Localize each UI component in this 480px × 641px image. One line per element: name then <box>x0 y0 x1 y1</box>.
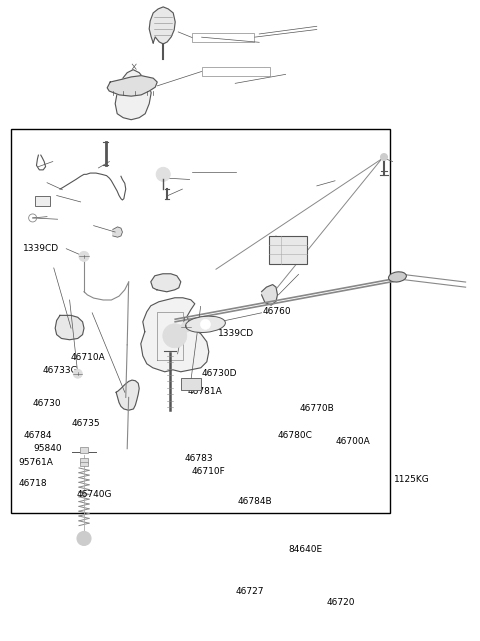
Circle shape <box>181 322 191 332</box>
Text: 46784B: 46784B <box>238 497 272 506</box>
Bar <box>202 67 270 76</box>
Text: 1339CD: 1339CD <box>218 329 254 338</box>
Text: 46783: 46783 <box>185 454 214 463</box>
Text: 46700A: 46700A <box>336 437 371 445</box>
Text: 95840: 95840 <box>34 444 62 453</box>
Bar <box>192 33 254 42</box>
Bar <box>269 236 307 264</box>
Text: 46718: 46718 <box>18 479 47 488</box>
Text: 1125KG: 1125KG <box>394 475 429 484</box>
Bar <box>80 458 88 463</box>
Polygon shape <box>116 380 139 410</box>
Bar <box>80 447 88 453</box>
Polygon shape <box>151 274 181 292</box>
Text: 46710F: 46710F <box>192 467 226 476</box>
Text: 46730: 46730 <box>33 399 61 408</box>
Ellipse shape <box>185 316 226 333</box>
Polygon shape <box>107 76 157 96</box>
Circle shape <box>201 319 210 329</box>
Text: 46781A: 46781A <box>187 387 222 395</box>
Text: 84640E: 84640E <box>288 545 322 554</box>
Text: 46720: 46720 <box>326 598 355 607</box>
Polygon shape <box>149 7 175 44</box>
Bar <box>181 378 202 390</box>
Text: 46770B: 46770B <box>300 404 335 413</box>
Text: 46730D: 46730D <box>202 369 237 378</box>
Text: 46727: 46727 <box>235 587 264 596</box>
Text: 46740G: 46740G <box>77 490 112 499</box>
Polygon shape <box>113 227 122 237</box>
Polygon shape <box>115 70 151 120</box>
Text: 46735: 46735 <box>72 419 101 428</box>
Bar <box>35 196 50 206</box>
Text: 46780C: 46780C <box>277 431 312 440</box>
Polygon shape <box>262 285 277 305</box>
Circle shape <box>381 154 387 160</box>
Text: 46710A: 46710A <box>71 353 106 362</box>
Polygon shape <box>55 315 84 340</box>
Circle shape <box>156 167 170 181</box>
Polygon shape <box>141 298 209 372</box>
Bar <box>80 462 88 465</box>
Text: 95761A: 95761A <box>18 458 53 467</box>
Text: 46733G: 46733G <box>42 366 78 375</box>
Bar <box>11 129 390 513</box>
Ellipse shape <box>388 272 407 282</box>
Text: 1339CD: 1339CD <box>23 244 59 253</box>
Circle shape <box>77 531 91 545</box>
Circle shape <box>73 369 82 378</box>
Circle shape <box>79 251 89 262</box>
Text: 46760: 46760 <box>263 307 292 316</box>
Text: 46784: 46784 <box>24 431 52 440</box>
Circle shape <box>163 324 187 348</box>
